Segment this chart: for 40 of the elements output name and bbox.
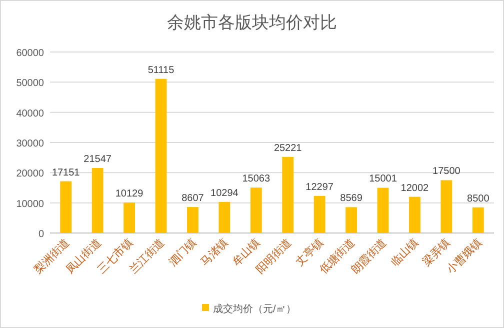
data-label: 10294	[210, 188, 239, 199]
y-tick-label: 30000	[16, 138, 44, 150]
y-tick-label: 50000	[16, 78, 44, 90]
y-tick-label: 60000	[16, 48, 44, 59]
y-tick-label: 20000	[16, 168, 44, 180]
legend-label: 成交均价（元/㎡）	[213, 303, 296, 315]
data-label: 10129	[115, 188, 144, 200]
bar	[377, 188, 389, 233]
bar	[314, 196, 326, 233]
chart-title: 余姚市各版块均价对比	[167, 13, 337, 32]
data-label: 17151	[52, 167, 80, 178]
x-tick-label: 泗门镇	[166, 236, 199, 268]
bar	[187, 207, 198, 233]
bar	[346, 207, 357, 233]
y-tick-label: 40000	[16, 108, 44, 120]
bar	[409, 196, 420, 233]
y-tick-label: 10000	[16, 198, 44, 210]
bar	[472, 207, 484, 233]
data-label: 15001	[369, 174, 398, 185]
x-tick-label: 马渚镇	[198, 236, 231, 268]
y-tick-label: 0	[38, 229, 44, 240]
data-label: 8607	[182, 193, 204, 204]
data-label: 15063	[242, 174, 270, 185]
data-label: 8500	[467, 193, 490, 204]
data-label: 21547	[84, 154, 112, 165]
bar	[218, 202, 230, 233]
x-tick-label: 临山镇	[388, 236, 421, 268]
bar	[282, 156, 294, 233]
bar	[155, 78, 167, 233]
data-label: 51115	[148, 64, 175, 76]
bar	[124, 202, 135, 233]
bar	[250, 188, 262, 233]
bar	[60, 181, 72, 233]
data-label: 25221	[274, 142, 302, 154]
data-label: 17500	[432, 166, 461, 178]
data-label: 12297	[306, 182, 334, 193]
data-label: 12002	[400, 182, 430, 194]
bar	[92, 168, 104, 233]
data-label: 8569	[340, 193, 363, 204]
bar	[440, 180, 452, 233]
